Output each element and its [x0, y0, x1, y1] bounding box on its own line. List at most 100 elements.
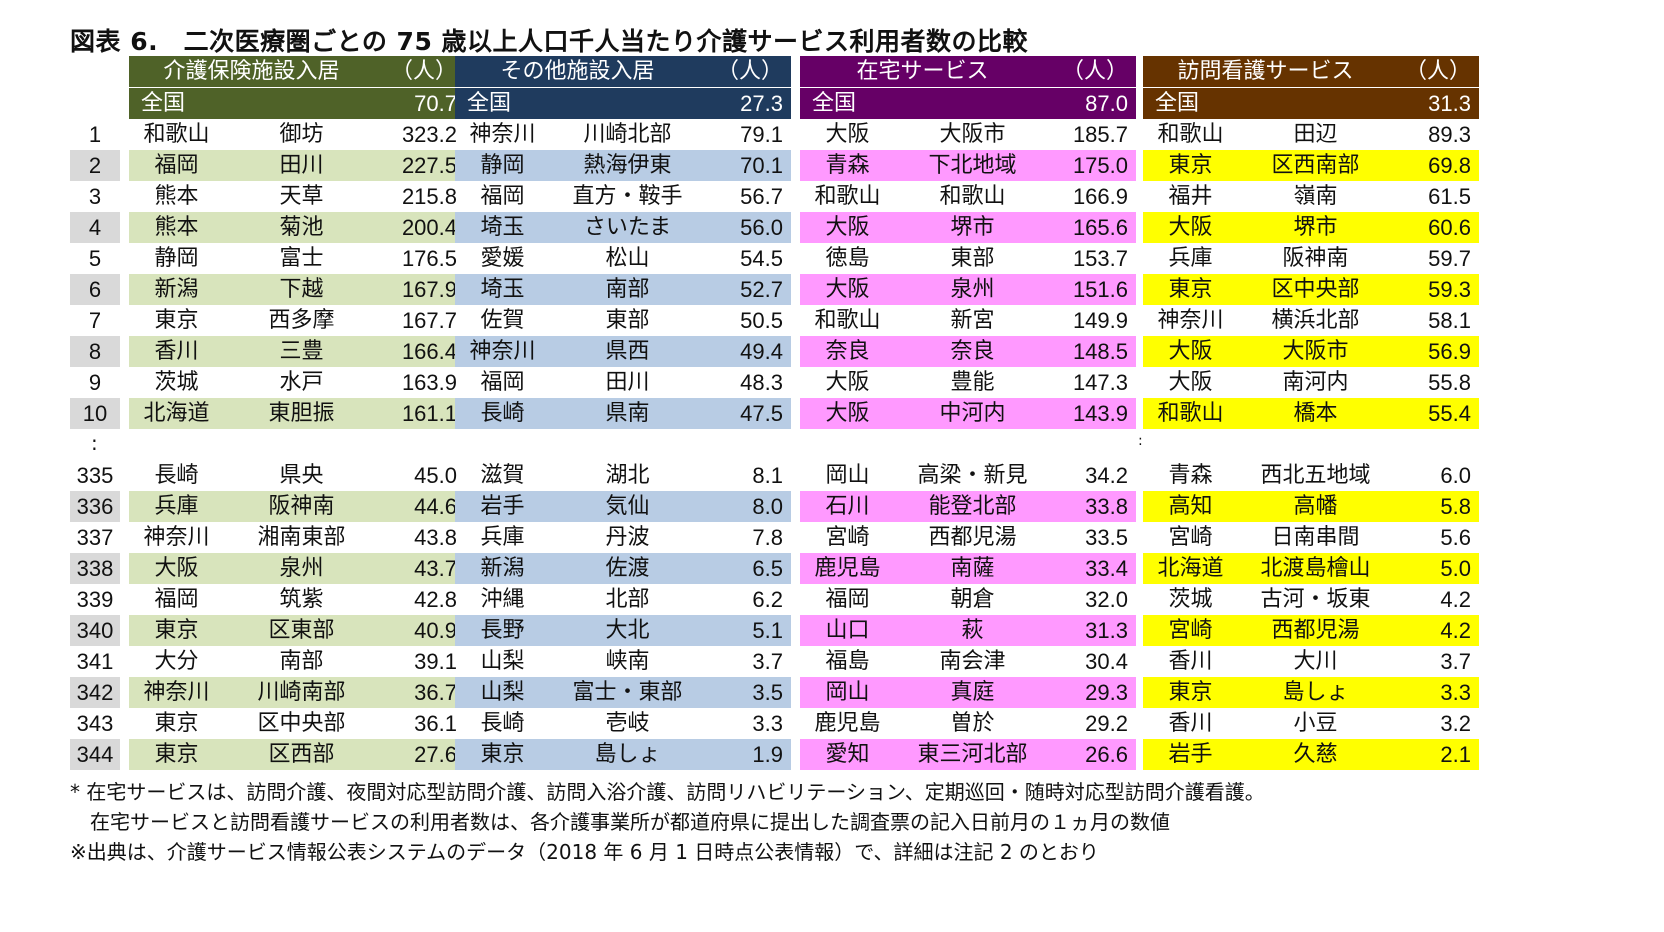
prefecture: 福岡 [825, 587, 870, 612]
table-row: 新潟 下越 167.9 [129, 274, 465, 305]
table-row: 岡山 真庭 29.3 [800, 677, 1136, 708]
table-row: 徳島 東部 153.7 [800, 243, 1136, 274]
users-per-1000: 3.5 [752, 680, 783, 705]
users-per-1000: 43.8 [414, 525, 457, 550]
rank-number: 6 [70, 274, 120, 305]
medical-area: 県南 [605, 401, 650, 426]
table-row: 茨城 水戸 163.9 [129, 367, 465, 398]
table-row: 埼玉 南部 52.7 [455, 274, 791, 305]
prefecture: 鹿児島 [814, 556, 881, 581]
users-per-1000: 45.0 [414, 463, 457, 488]
users-per-1000: 47.5 [740, 401, 783, 426]
medical-area: 湖北 [605, 463, 650, 488]
prefecture: 大阪 [825, 401, 870, 426]
users-per-1000: 89.3 [1428, 122, 1471, 147]
table-row: 静岡 富士 176.5 [129, 243, 465, 274]
prefecture: 東京 [1168, 680, 1213, 705]
medical-area: 日南串間 [1271, 525, 1360, 550]
prefecture: 東京 [154, 742, 199, 767]
medical-area: 久慈 [1293, 742, 1338, 767]
users-per-1000: 79.1 [740, 122, 783, 147]
table-row: 福岡 朝倉 32.0 [800, 584, 1136, 615]
users-per-1000: 1.9 [752, 742, 783, 767]
prefecture: 福岡 [154, 587, 199, 612]
medical-area: 萩 [961, 618, 984, 643]
medical-area: 能登北部 [928, 494, 1017, 519]
table-row: 東京 区中央部 36.1 [129, 708, 465, 739]
table-row: 長野 大北 5.1 [455, 615, 791, 646]
users-per-1000: 39.1 [414, 649, 457, 674]
table-row: 大阪 泉州 151.6 [800, 274, 1136, 305]
footnote-line: 在宅サービスと訪問看護サービスの利用者数は、各介護事業所が都道府県に提出した調査… [70, 810, 1170, 834]
prefecture: 大阪 [825, 122, 870, 147]
prefecture: 福井 [1168, 184, 1213, 209]
prefecture: 宮崎 [825, 525, 870, 550]
table-row: 兵庫 阪神南 44.6 [129, 491, 465, 522]
users-per-1000: 166.9 [1072, 184, 1128, 209]
prefecture: 大阪 [825, 215, 870, 240]
table-row: 大阪 大阪市 56.9 [1143, 336, 1479, 367]
table-row: 北海道 東胆振 161.1 [129, 398, 465, 429]
prefecture: 岡山 [825, 680, 870, 705]
users-per-1000: 30.4 [1085, 649, 1128, 674]
medical-area: 田川 [279, 153, 324, 178]
table-row: 東京 島しょ 3.3 [1143, 677, 1479, 708]
users-per-1000: 33.5 [1085, 525, 1128, 550]
users-per-1000: 27.6 [414, 742, 457, 767]
prefecture: 茨城 [1168, 587, 1213, 612]
medical-area: 泉州 [279, 556, 324, 581]
medical-area: 直方・鞍手 [572, 184, 683, 209]
medical-area: 区西南部 [1271, 153, 1360, 178]
table-row: 宮崎 西都児湯 33.5 [800, 522, 1136, 553]
prefecture: 東京 [154, 308, 199, 333]
medical-area: 壱岐 [605, 711, 650, 736]
rank-number: 339 [76, 587, 114, 612]
prefecture: 奈良 [825, 339, 870, 364]
medical-area: 古河・坂東 [1260, 587, 1371, 612]
table-row: 兵庫 丹波 7.8 [455, 522, 791, 553]
medical-area: 佐渡 [605, 556, 650, 581]
table-row: 奈良 奈良 148.5 [800, 336, 1136, 367]
table-row: 沖縄 北部 6.2 [455, 584, 791, 615]
prefecture: 東京 [154, 618, 199, 643]
users-per-1000: 167.9 [401, 277, 457, 302]
users-per-1000: 58.1 [1428, 308, 1471, 333]
medical-area: 大川 [1293, 649, 1338, 674]
table-row: 岩手 久慈 2.1 [1143, 739, 1479, 770]
rank-number: 4 [70, 212, 120, 243]
table-row: 神奈川 川崎南部 36.7 [129, 677, 465, 708]
rank-number: 7 [88, 308, 102, 333]
medical-area: 丹波 [605, 525, 650, 550]
prefecture: 大阪 [825, 370, 870, 395]
medical-area: 嶺南 [1293, 184, 1338, 209]
rank-number: 2 [70, 150, 120, 181]
prefecture: 神奈川 [469, 122, 536, 147]
users-per-1000: 32.0 [1085, 587, 1128, 612]
medical-area: 島しょ [1282, 680, 1349, 705]
national-label: 全国 [141, 91, 186, 116]
prefecture: 大分 [154, 649, 199, 674]
medical-area: 南部 [279, 649, 324, 674]
table-row: 大阪 中河内 143.9 [800, 398, 1136, 429]
prefecture: 埼玉 [480, 215, 525, 240]
table-row: 高知 高幡 5.8 [1143, 491, 1479, 522]
medical-area: 西北五地域 [1260, 463, 1371, 488]
users-per-1000: 59.3 [1428, 277, 1471, 302]
table-row: 大阪 堺市 60.6 [1143, 212, 1479, 243]
medical-area: 中河内 [939, 401, 1006, 426]
medical-area: 泉州 [950, 277, 995, 302]
prefecture: 香川 [1168, 711, 1213, 736]
table-row: 大阪 豊能 147.3 [800, 367, 1136, 398]
users-per-1000: 6.5 [752, 556, 783, 581]
national-label: 全国 [1155, 91, 1200, 116]
medical-area: 堺市 [1293, 215, 1338, 240]
table-row: 新潟 佐渡 6.5 [455, 553, 791, 584]
users-per-1000: 151.6 [1072, 277, 1128, 302]
prefecture: 香川 [154, 339, 199, 364]
table-row: 鹿児島 曽於 29.2 [800, 708, 1136, 739]
users-per-1000: 26.6 [1085, 742, 1128, 767]
table-row: 香川 三豊 166.4 [129, 336, 465, 367]
users-per-1000: 50.5 [740, 308, 783, 333]
users-per-1000: 5.0 [1440, 556, 1471, 581]
medical-area: 北部 [605, 587, 650, 612]
